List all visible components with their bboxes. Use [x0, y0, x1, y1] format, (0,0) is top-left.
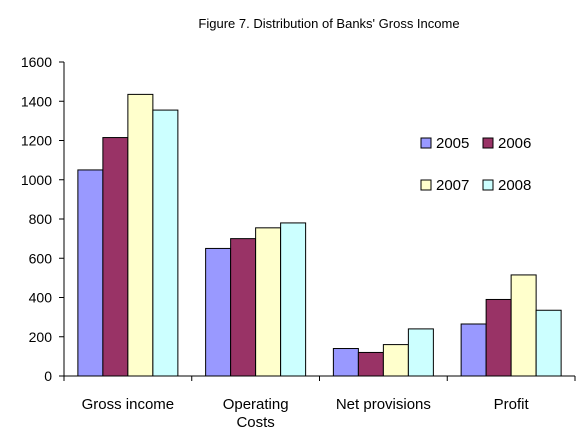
x-tick-label: Gross income	[82, 396, 175, 413]
legend-label: 2006	[498, 135, 531, 152]
bar-2007-operating-costs	[255, 227, 282, 377]
legend-swatch	[420, 137, 432, 149]
x-tick-label: Operating Costs	[223, 396, 289, 429]
x-axis: Gross income Operating Costs Net provisions…	[63, 375, 576, 429]
legend-item-2008: 2008	[482, 177, 531, 194]
y-tick-label: 0	[44, 368, 52, 384]
bar-2007-gross-income	[127, 93, 154, 377]
y-tick-label: 1400	[21, 93, 52, 109]
x-tick-label: Net provisions	[336, 396, 431, 413]
legend-swatch	[482, 137, 494, 149]
bar-2008-profit	[535, 309, 562, 377]
bar-2005-net-provisions	[332, 348, 359, 377]
bar-2006-profit	[485, 298, 512, 377]
bar-2006-gross-income	[102, 137, 129, 377]
bar-2005-profit	[460, 323, 487, 377]
bar-2005-operating-costs	[205, 247, 232, 377]
y-tick-label: 1600	[21, 54, 52, 70]
legend-label: 2008	[498, 177, 531, 194]
bar-2007-profit	[510, 274, 537, 377]
bars	[77, 93, 562, 377]
bar-2007-net-provisions	[382, 344, 409, 377]
bar-2006-net-provisions	[357, 351, 384, 377]
y-tick-label: 200	[29, 329, 53, 345]
bar-2008-operating-costs	[280, 222, 307, 377]
y-tick-label: 400	[29, 290, 53, 306]
bar-2008-gross-income	[152, 109, 179, 377]
y-tick-label: 800	[29, 211, 53, 227]
y-tick-label: 1000	[21, 172, 52, 188]
legend-swatch	[482, 179, 494, 191]
bar-2008-net-provisions	[407, 328, 434, 377]
chart-title: Figure 7. Distribution of Banks' Gross I…	[198, 16, 459, 31]
y-tick-label: 1200	[21, 133, 52, 149]
y-tick-label: 600	[29, 250, 53, 266]
legend-swatch	[420, 179, 432, 191]
y-axis: 0 200 400 600 800 1000 1200 1400 1600	[21, 54, 65, 384]
x-tick-label: Profit	[494, 396, 530, 413]
legend-label: 2007	[436, 177, 469, 194]
legend-label: 2005	[436, 135, 469, 152]
legend-item-2006: 2006	[482, 135, 531, 152]
legend: 2005 2006 2007 2008	[420, 135, 531, 194]
bar-2006-operating-costs	[230, 238, 257, 377]
legend-item-2007: 2007	[420, 177, 469, 194]
bar-2005-gross-income	[77, 169, 104, 377]
legend-item-2005: 2005	[420, 135, 469, 152]
